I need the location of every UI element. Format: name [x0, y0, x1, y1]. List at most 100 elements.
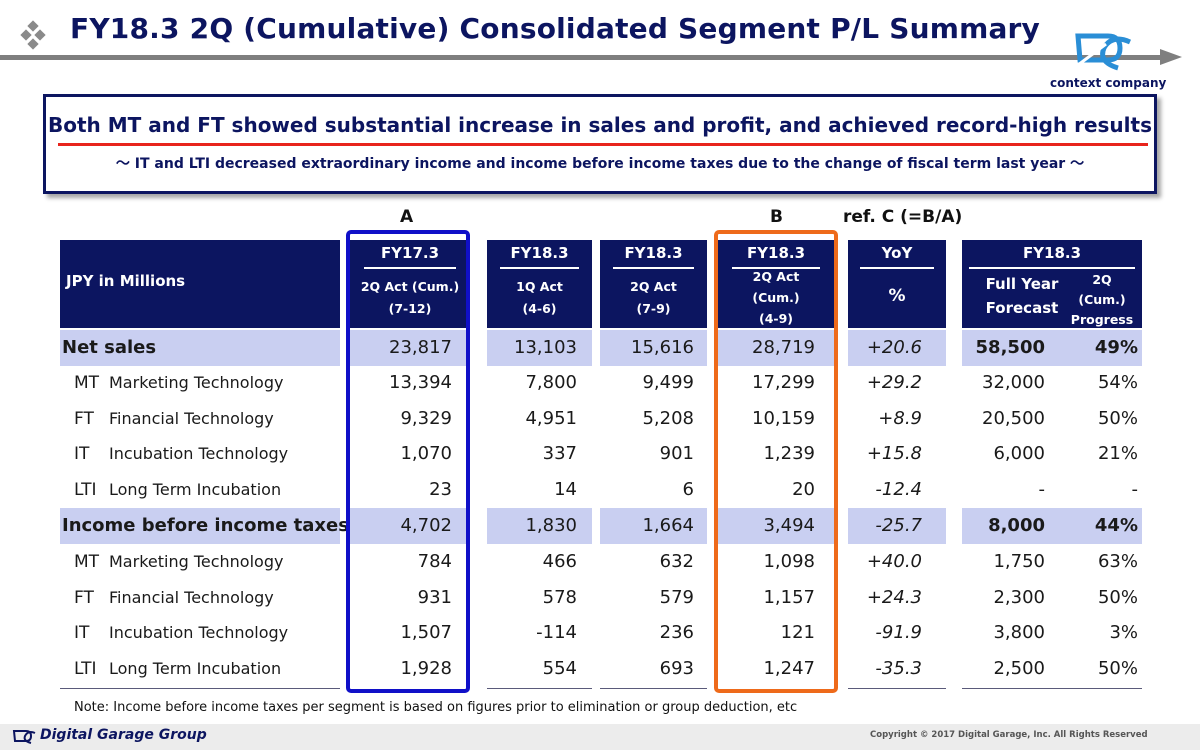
cell-yoy: -25.7 — [875, 515, 922, 536]
column-letter-a: A — [400, 207, 414, 227]
cell-q2: 236 — [659, 622, 694, 643]
band-income-label — [60, 508, 340, 544]
cell-q1: 578 — [542, 587, 577, 608]
cell-progress: 50% — [1097, 587, 1138, 608]
header-q1-underline — [499, 267, 580, 269]
cell-yoy: -91.9 — [875, 622, 922, 643]
cell-forecast: 32,000 — [982, 372, 1045, 393]
cell-forecast: 6,000 — [993, 443, 1045, 464]
cell-q1: 1,830 — [525, 515, 577, 536]
table-bottom-rule — [962, 688, 1142, 689]
header-fy17-cell: FY17.3 2Q Act (Cum.) (7-12) — [350, 240, 470, 328]
cell-progress: 63% — [1097, 551, 1138, 572]
band-income-q2 — [600, 508, 707, 544]
segment-name: Financial Technology — [109, 409, 274, 428]
cell-q2: 5,208 — [642, 408, 694, 429]
summary-subline: ～ IT and LTI decreased extraordinary inc… — [115, 156, 1085, 172]
cell-a: 13,394 — [389, 372, 452, 393]
table-row: FT Financial Technology 9,329 4,951 5,20… — [0, 401, 1200, 437]
header-yoy-cell: YoY % — [848, 240, 946, 328]
band-net-sales-label — [60, 330, 340, 366]
band-income-a — [350, 508, 470, 544]
header-q1-title: FY18.3 — [510, 244, 569, 262]
cell-yoy: +15.8 — [866, 443, 922, 464]
cell-forecast: 2,500 — [993, 658, 1045, 679]
diamond-bullet-icon — [20, 20, 46, 50]
cell-b: 1,239 — [763, 443, 815, 464]
cell-yoy: -12.4 — [875, 479, 922, 500]
cell-b: 121 — [780, 622, 815, 643]
band-income-yoy — [848, 508, 946, 544]
footnote: Note: Income before income taxes per seg… — [74, 700, 798, 715]
cell-q1: 337 — [542, 443, 577, 464]
cell-yoy: +29.2 — [866, 372, 922, 393]
segment-code: FT — [74, 588, 94, 608]
column-b-highlight-frame — [714, 230, 838, 693]
cell-q1: 13,103 — [514, 337, 577, 358]
header-q2-line2: (7-9) — [636, 301, 671, 316]
header-forecast-line2: Forecast — [985, 299, 1059, 317]
header-label-cell: JPY in Millions — [60, 240, 340, 328]
header-yoy-underline — [859, 267, 935, 269]
cell-progress: 44% — [1094, 515, 1138, 536]
page-title: FY18.3 2Q (Cumulative) Consolidated Segm… — [70, 12, 1041, 45]
footer-copyright: Copyright © 2017 Digital Garage, Inc. Al… — [870, 730, 1148, 740]
header-cum-line3: (4-9) — [758, 311, 793, 326]
cell-forecast: 2,300 — [993, 587, 1045, 608]
segment-name: Long Term Incubation — [109, 480, 282, 499]
cell-a: 23 — [429, 479, 452, 500]
header-progress-line3: Progress — [1070, 312, 1134, 327]
footer-bar — [0, 724, 1200, 750]
summary-box: Both MT and FT showed substantial increa… — [43, 94, 1157, 194]
table-row: MT Marketing Technology 13,394 7,800 9,4… — [0, 365, 1200, 401]
cell-b: 20 — [792, 479, 815, 500]
header-rule — [0, 55, 1160, 60]
table-row-net-sales: Net sales 23,817 13,103 15,616 28,719 +2… — [0, 330, 1200, 366]
header-progress-line1: 2Q — [1092, 272, 1112, 287]
segment-code: MT — [74, 373, 100, 393]
band-net-sales-b — [718, 330, 834, 366]
cell-q1: 4,951 — [525, 408, 577, 429]
segment-name: Financial Technology — [109, 588, 274, 607]
column-letter-b: B — [770, 207, 783, 227]
header-cum-line1: 2Q Act — [752, 269, 800, 284]
cell-q1: 466 — [542, 551, 577, 572]
footer-company-name: Digital Garage Group — [40, 727, 207, 743]
cell-q1: 554 — [542, 658, 577, 679]
segment-name: Long Term Incubation — [109, 659, 282, 678]
cell-yoy: +40.0 — [866, 551, 922, 572]
cell-progress: 50% — [1097, 408, 1138, 429]
table-row-income-before-taxes: Income before income taxes 4,702 1,830 1… — [0, 508, 1200, 544]
header-q2-cell: FY18.3 2Q Act (7-9) — [600, 240, 707, 328]
cell-q2: 6 — [682, 479, 694, 500]
cell-a: 9,329 — [400, 408, 452, 429]
header-forecast-line1: Full Year — [985, 275, 1059, 293]
header-q1-line2: (4-6) — [522, 301, 557, 316]
unit-label: JPY in Millions — [66, 272, 186, 290]
segment-code: IT — [74, 623, 90, 643]
cell-yoy: +20.6 — [866, 337, 922, 358]
column-letter-c: ref. C (=B/A) — [843, 207, 963, 227]
band-net-sales-yoy — [848, 330, 946, 366]
band-net-sales-q1 — [487, 330, 592, 366]
column-a-highlight-frame — [346, 230, 470, 693]
cell-forecast: 8,000 — [988, 515, 1045, 536]
cell-forecast: - — [1038, 479, 1046, 500]
table-bottom-rule — [60, 688, 340, 689]
cell-q2: 632 — [659, 551, 694, 572]
cell-b: 28,719 — [752, 337, 815, 358]
cell-b: 1,157 — [763, 587, 815, 608]
brand-tagline: context company — [1050, 76, 1167, 90]
cell-progress: 50% — [1097, 658, 1138, 679]
cell-q2: 579 — [659, 587, 694, 608]
segment-code: LTI — [74, 480, 97, 500]
segment-code: MT — [74, 552, 100, 572]
cell-forecast: 58,500 — [975, 337, 1045, 358]
header-q2-underline — [612, 267, 695, 269]
header-cum-cell: FY18.3 2Q Act (Cum.) (4-9) — [718, 240, 834, 328]
cell-yoy: +8.9 — [878, 408, 922, 429]
cell-a: 1,928 — [400, 658, 452, 679]
cell-q1: -114 — [536, 622, 577, 643]
cell-q2: 901 — [659, 443, 694, 464]
segment-name: Marketing Technology — [109, 373, 284, 392]
